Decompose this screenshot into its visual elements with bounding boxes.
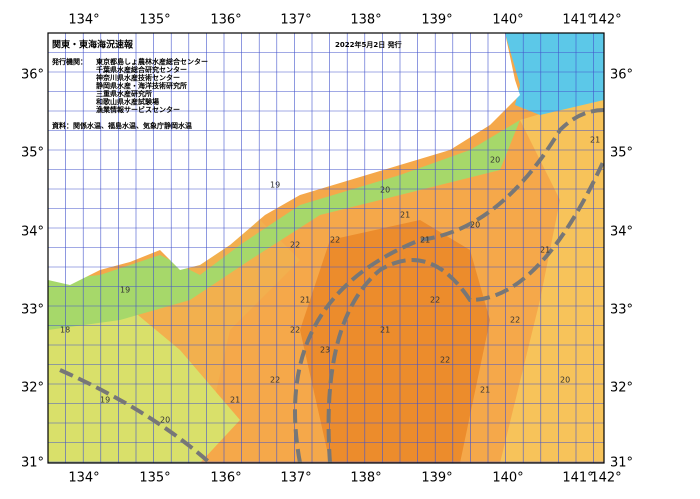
lat-label-left: 32° — [21, 381, 44, 396]
contour-label: 20 — [560, 376, 570, 385]
lon-label-top: 142° — [590, 13, 621, 28]
lat-label-right: 34° — [610, 225, 633, 240]
contour-label: 19 — [100, 396, 110, 405]
map-title: 関東・東海海況速報 — [52, 39, 134, 51]
lon-label-top: 134° — [68, 13, 99, 28]
contour-label: 21 — [300, 296, 310, 305]
lon-label-bottom: 138° — [350, 471, 381, 486]
lat-label-left: 35° — [21, 146, 44, 161]
contour-label: 21 — [480, 386, 490, 395]
contour-label: 21 — [590, 136, 600, 145]
contour-label: 22 — [270, 376, 280, 385]
contour-label: 18 — [60, 326, 70, 335]
lon-label-bottom: 135° — [139, 471, 170, 486]
lon-label-bottom: 134° — [68, 471, 99, 486]
contour-label: 22 — [430, 296, 440, 305]
contour-label: 23 — [320, 346, 330, 355]
issuers-label: 発行機関： — [51, 57, 87, 66]
issuer: 神奈川県水産技術センター — [96, 73, 180, 82]
contour-label: 21 — [400, 211, 410, 220]
contour-label: 22 — [290, 326, 300, 335]
lat-label-right: 32° — [610, 381, 633, 396]
boso-blue — [505, 33, 604, 115]
issuer: 和歌山県水産試験場 — [95, 97, 159, 106]
lon-label-bottom: 142° — [590, 471, 621, 486]
warm-core — [300, 220, 490, 463]
contour-label: 22 — [510, 316, 520, 325]
lon-label-bottom: 140° — [492, 471, 523, 486]
lon-label-top: 139° — [421, 13, 452, 28]
west-coastal — [48, 290, 240, 463]
land — [48, 33, 520, 285]
lat-label-right: 33° — [610, 303, 633, 318]
lon-label-top: 138° — [350, 13, 381, 28]
contour-label: 20 — [490, 156, 500, 165]
contour-label: 21 — [380, 326, 390, 335]
contour-label: 22 — [330, 236, 340, 245]
east-water — [500, 95, 604, 463]
source: 資料：関係水温、福島水温、気象庁静岡水温 — [52, 121, 192, 130]
contour-label: 22 — [290, 241, 300, 250]
map-frame — [47, 32, 605, 464]
issuer: 千葉県水産総合研究センター — [96, 65, 187, 74]
lon-label-bottom: 139° — [421, 471, 452, 486]
lon-label-bottom: 137° — [280, 471, 311, 486]
lon-label-bottom: 141° — [562, 471, 593, 486]
contour-label: 20 — [380, 186, 390, 195]
lon-label-top: 137° — [280, 13, 311, 28]
coastal-green — [48, 120, 520, 330]
lat-label-left: 31° — [21, 456, 44, 471]
grid — [48, 33, 604, 463]
issuer: 漁業情報サービスセンター — [96, 105, 180, 114]
contour-label: 20 — [470, 221, 480, 230]
lon-label-bottom: 136° — [210, 471, 241, 486]
lon-label-top: 135° — [139, 13, 170, 28]
issue-date: 2022年5月2日 発行 — [335, 40, 402, 49]
contour-label: 22 — [440, 356, 450, 365]
lat-label-right: 36° — [610, 68, 633, 83]
contour-label: 19 — [120, 286, 130, 295]
contour-label: 20 — [160, 416, 170, 425]
lat-label-left: 33° — [21, 303, 44, 318]
contour-label: 21 — [230, 396, 240, 405]
contour-label: 21 — [540, 246, 550, 255]
contour-label: 19 — [270, 181, 280, 190]
lon-label-top: 141° — [562, 13, 593, 28]
issuer: 東京都島しょ農林水産総合センター — [96, 57, 208, 66]
lat-label-right: 31° — [610, 456, 633, 471]
issuer: 三重県水産研究所 — [96, 89, 152, 98]
lon-label-top: 136° — [210, 13, 241, 28]
issuer: 静岡県水産・海洋技術研究所 — [96, 81, 187, 90]
lat-label-left: 34° — [21, 225, 44, 240]
lat-label-right: 35° — [610, 146, 633, 161]
lat-label-left: 36° — [21, 68, 44, 83]
contour-label: 21 — [420, 236, 430, 245]
current-axis — [59, 108, 606, 465]
lon-label-top: 140° — [492, 13, 523, 28]
